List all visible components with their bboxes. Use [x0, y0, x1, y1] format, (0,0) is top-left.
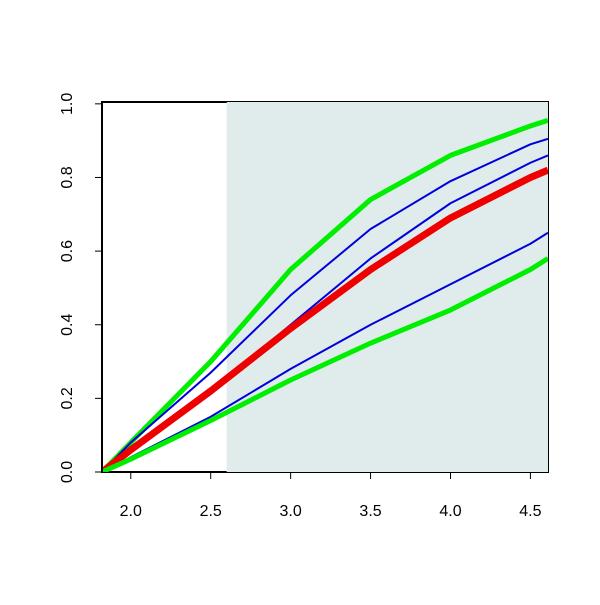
plot-area: [102, 118, 548, 472]
y-tick-label: 0.4: [59, 314, 76, 336]
x-tick-label: 3.0: [280, 503, 302, 520]
line-series: [102, 137, 548, 472]
y-tick-label: 0.2: [59, 387, 76, 409]
x-tick-label: 4.5: [519, 503, 541, 520]
y-tick-label: 1.0: [59, 93, 76, 115]
x-tick-label: 4.0: [439, 503, 461, 520]
x-tick-label: 2.5: [200, 503, 222, 520]
x-tick-label: 3.5: [359, 503, 381, 520]
y-tick-label: 0.8: [59, 166, 76, 188]
line-series: [102, 118, 548, 472]
y-tick-label: 0.6: [59, 240, 76, 262]
line-series: [102, 166, 548, 472]
line-series: [102, 256, 548, 472]
y-tick-label: 0.0: [59, 461, 76, 483]
x-tick-label: 2.0: [120, 503, 142, 520]
